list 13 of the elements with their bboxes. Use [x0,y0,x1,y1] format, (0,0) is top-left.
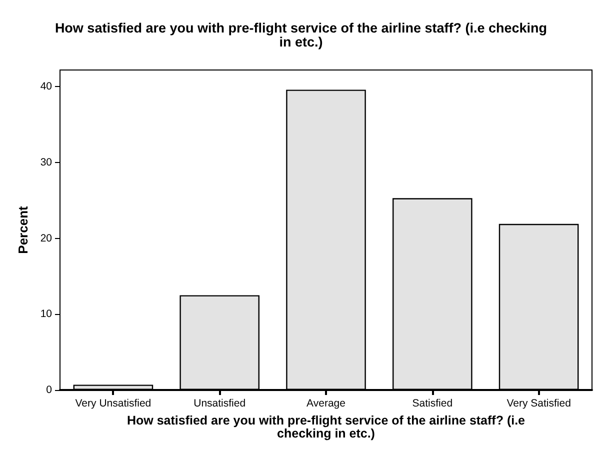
y-tick-label: 20 [40,232,52,244]
y-tick-label: 40 [40,80,52,93]
y-tick-label: 10 [40,308,52,320]
y-tick-label: 0 [46,384,52,396]
chart-title: How satisfied are you with pre-flight service of the airline staff? (i.e checking in etc.) [54,20,548,50]
x-tick-label: Average [306,398,346,410]
x-tick-label: Very Satisfied [506,398,572,410]
x-tick-label: Unsatisfied [194,398,246,410]
x-tick-label: Very Unsatisfied [75,398,152,410]
y-tick-label: 30 [40,156,52,169]
y-axis-title: Percent [15,205,30,254]
x-axis-title: How satisfied are you with pre-flight service of the airline staff? (i.e checking in etc.) [127,413,526,440]
x-tick-label: Satisfied [412,398,453,410]
